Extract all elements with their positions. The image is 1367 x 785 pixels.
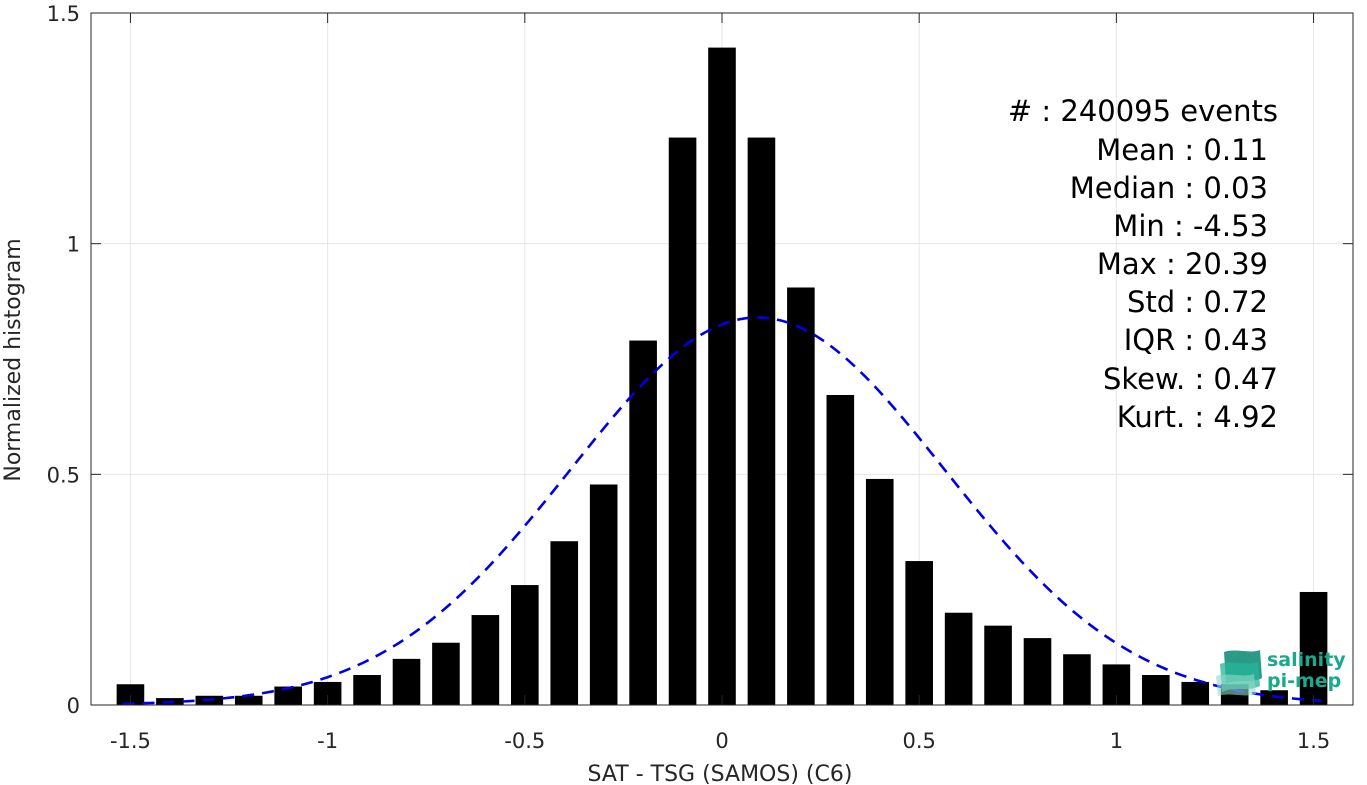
histogram-bar [1063, 654, 1091, 705]
y-tick-label: 1.5 [47, 2, 80, 26]
stats-std: Std : 0.72 [1127, 285, 1268, 319]
histogram-bar [1181, 681, 1210, 705]
histogram-bar [905, 561, 933, 705]
stats-count: # : 240095 events [1008, 94, 1278, 128]
y-tick-label: 0 [67, 694, 80, 718]
histogram-bar [432, 642, 460, 705]
x-tick-label: -1.5 [110, 729, 151, 753]
histogram-bar [787, 287, 815, 705]
x-axis-label: SAT - TSG (SAMOS) (C6) [588, 762, 853, 785]
histogram-bar [313, 681, 342, 705]
histogram-bars [116, 47, 1328, 706]
stats-iqr: IQR : 0.43 [1124, 323, 1268, 357]
histogram-bar [550, 541, 579, 705]
stats-mean: Mean : 0.11 [1096, 133, 1268, 167]
wave-logo-icon [1216, 650, 1262, 696]
histogram-bar [353, 675, 381, 705]
y-tick-label: 1 [67, 233, 80, 257]
histogram-bar [984, 625, 1012, 705]
stats-box: # : 240095 events Mean : 0.11 Median : 0… [1008, 94, 1278, 434]
histogram-bar [471, 615, 500, 705]
axis-ticks [91, 12, 1353, 706]
histogram-bar [116, 684, 145, 705]
x-tick-label: 0.5 [902, 729, 935, 753]
x-tick-label: 0 [715, 729, 728, 753]
x-tick-label: -0.5 [504, 729, 545, 753]
histogram-bar [668, 137, 697, 705]
histogram-bar [589, 484, 618, 705]
histogram-bar [1023, 638, 1052, 705]
normal-fit-curve [122, 316, 1322, 706]
histogram-bar [826, 394, 855, 705]
y-tick-labels: 0 0.5 1 1.5 [47, 2, 80, 718]
x-tick-label: -1 [317, 729, 338, 753]
stats-median: Median : 0.03 [1070, 171, 1268, 205]
salinity-pimep-logo: salinity pi-mep [1216, 649, 1346, 696]
histogram-bar [629, 340, 657, 705]
histogram-bar [274, 686, 302, 705]
histogram-bar [1299, 591, 1328, 705]
histogram-bar [234, 695, 263, 705]
stats-skew: Skew. : 0.47 [1103, 362, 1278, 396]
histogram-bar [865, 478, 894, 705]
histogram-bar [944, 612, 973, 705]
x-tick-label: 1.5 [1297, 729, 1330, 753]
stats-min: Min : -4.53 [1113, 209, 1268, 243]
y-tick-label: 0.5 [47, 463, 80, 487]
histogram-bar [1142, 675, 1170, 705]
histogram-bar [747, 137, 776, 705]
logo-text-pimep: pi-mep [1267, 670, 1341, 692]
y-axis-label: Normalized histogram [1, 238, 26, 481]
stats-kurt: Kurt. : 4.92 [1117, 400, 1278, 434]
x-tick-label: 1 [1110, 729, 1123, 753]
x-tick-labels: -1.5 -1 -0.5 0 0.5 1 1.5 [110, 729, 1330, 753]
histogram-bar [708, 47, 736, 706]
histogram-bar [511, 585, 539, 705]
stats-max: Max : 20.39 [1097, 247, 1268, 281]
histogram-bar [392, 658, 421, 705]
logo-text-salinity: salinity [1267, 649, 1346, 671]
